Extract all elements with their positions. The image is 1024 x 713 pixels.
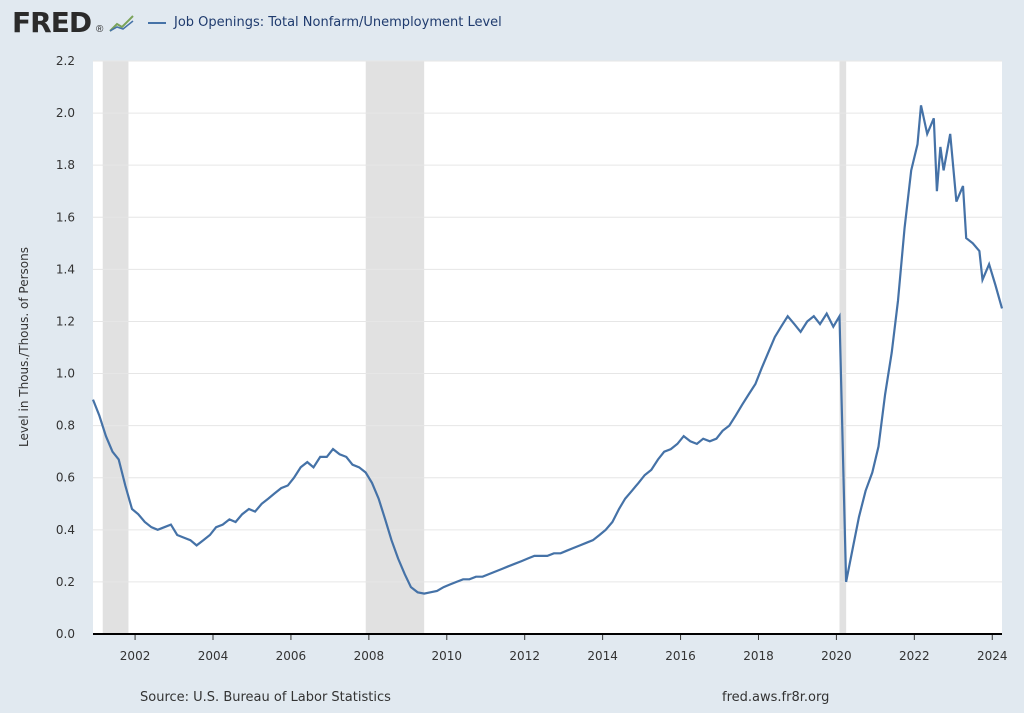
x-tick-label: 2024 [977,649,1008,663]
y-tick-label: 0.6 [56,471,75,485]
y-tick-label: 1.8 [56,158,75,172]
legend-swatch [148,21,166,24]
x-tick-label: 2018 [743,649,774,663]
x-tick-label: 2014 [587,649,618,663]
x-tick-label: 2004 [198,649,229,663]
site-url[interactable]: fred.aws.fr8r.org [722,690,830,705]
header: FRED ® Job Openings: Total Nonfarm/Unemp… [0,0,1024,50]
fred-logo[interactable]: FRED [12,6,92,39]
y-tick-label: 1.4 [56,262,75,276]
x-tick-label: 2010 [432,649,463,663]
x-tick-label: 2012 [509,649,540,663]
logo-graph-icon [108,12,136,34]
recession-band [365,61,425,634]
y-tick-label: 2.2 [56,54,75,68]
y-tick-label: 2.0 [56,106,75,120]
x-tick-label: 2022 [899,649,930,663]
y-tick-label: 1.6 [56,210,75,224]
series-line [91,105,1004,595]
plot-area [93,61,1002,634]
y-tick-label: 1.2 [56,314,75,328]
y-tick-label: 0.2 [56,575,75,589]
y-tick-label: 0.0 [56,627,75,641]
legend-label: Job Openings: Total Nonfarm/Unemployment… [174,15,502,30]
y-axis-label: Level in Thous./Thous. of Persons [17,247,31,447]
y-tick-label: 1.0 [56,367,75,381]
registered-mark: ® [96,24,104,35]
x-tick-label: 2008 [354,649,385,663]
recession-band [102,61,129,634]
x-tick-label: 2020 [821,649,852,663]
source-note: Source: U.S. Bureau of Labor Statistics [140,690,391,705]
recession-band [839,61,847,634]
y-tick-label: 0.4 [56,523,75,537]
x-tick-label: 2002 [120,649,151,663]
x-tick-label: 2016 [665,649,696,663]
y-tick-label: 0.8 [56,419,75,433]
x-tick-label: 2006 [276,649,307,663]
chart-legend[interactable]: Job Openings: Total Nonfarm/Unemployment… [148,15,502,30]
